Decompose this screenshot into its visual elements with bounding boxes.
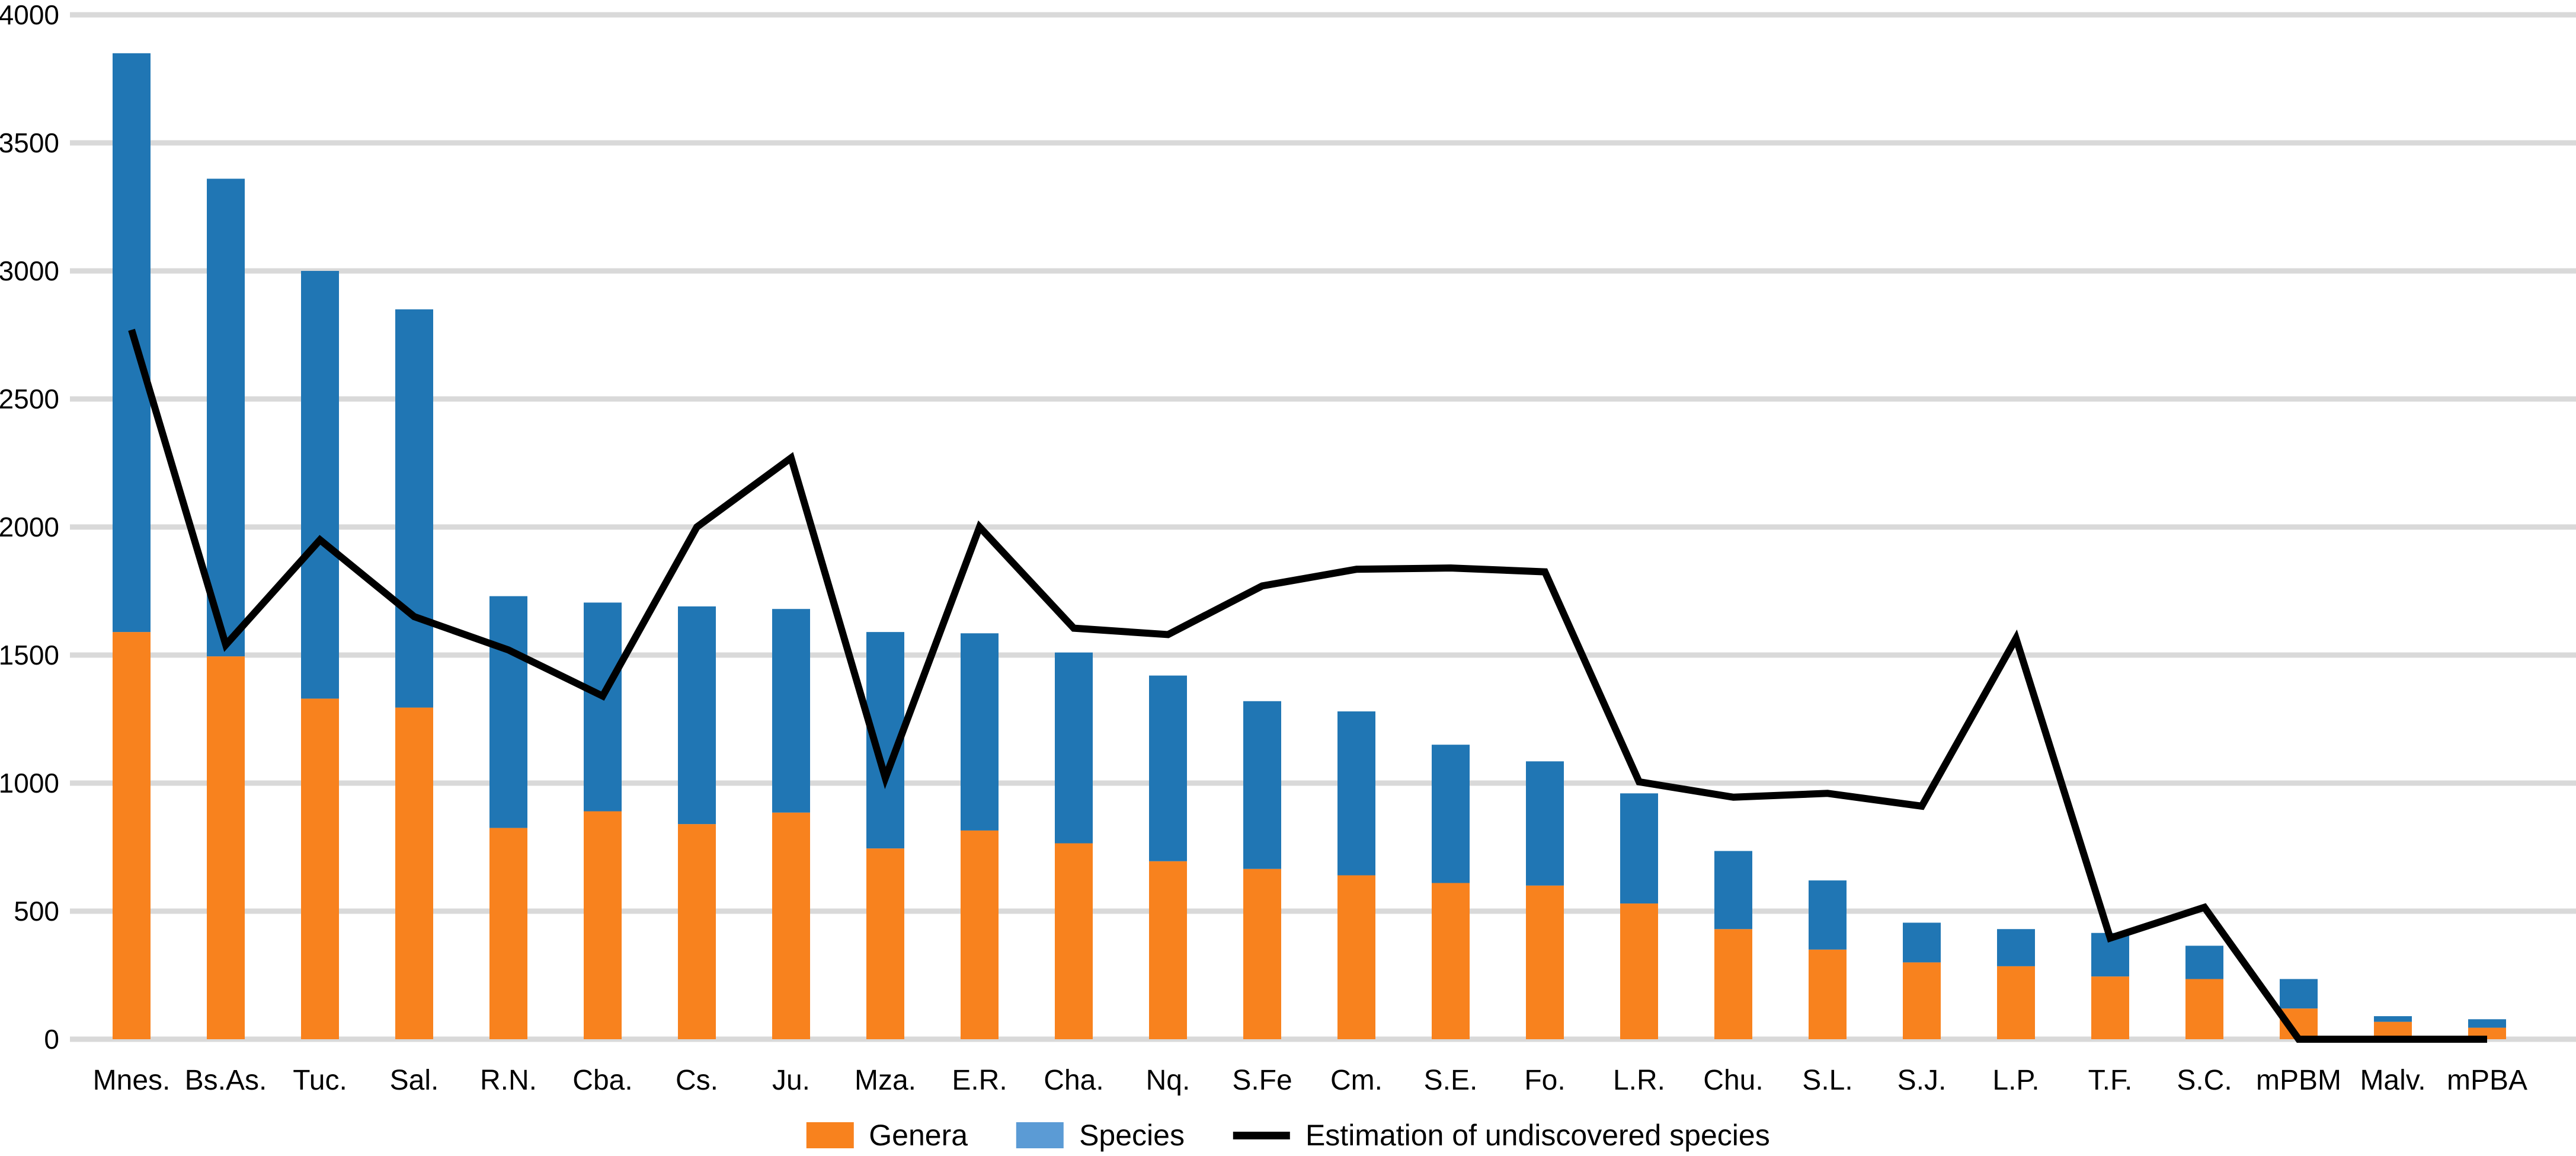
- bar-species: [1055, 652, 1093, 844]
- x-category-label: Malv.: [2360, 1065, 2425, 1096]
- x-category-label: Ju.: [772, 1065, 810, 1096]
- bar-genera: [1903, 962, 1941, 1039]
- legend-label-estimation: Estimation of undiscovered species: [1305, 1119, 1770, 1152]
- bar-species: [678, 606, 716, 825]
- x-category-label: R.N.: [480, 1065, 537, 1096]
- bar-species: [772, 609, 810, 813]
- chart-legend: Genera Species Estimation of undiscovere…: [806, 1118, 1770, 1152]
- bar-genera: [1997, 966, 2035, 1039]
- y-tick-label: 3500: [0, 127, 59, 158]
- bar-genera: [1149, 861, 1187, 1039]
- x-category-label: L.P.: [1992, 1065, 2039, 1096]
- bar-species: [1903, 922, 1941, 963]
- bar-genera: [1620, 903, 1658, 1039]
- x-category-label: S.Fe: [1232, 1065, 1292, 1096]
- bar-species: [584, 602, 622, 812]
- bar-genera: [1809, 949, 1847, 1039]
- x-category-label: Cs.: [676, 1065, 718, 1096]
- x-category-label: mPBA: [2447, 1065, 2527, 1096]
- x-category-label: Chu.: [1703, 1065, 1763, 1096]
- bar-species: [395, 309, 433, 708]
- bar-genera: [1055, 843, 1093, 1039]
- bar-genera: [772, 812, 810, 1039]
- x-category-label: Sal.: [390, 1065, 439, 1096]
- bar-genera: [395, 707, 433, 1039]
- x-category-label: L.R.: [1613, 1065, 1665, 1096]
- y-tick-label: 4000: [0, 0, 59, 30]
- bar-genera: [1714, 929, 1752, 1039]
- bar-genera: [2185, 979, 2223, 1039]
- bar-species: [113, 53, 151, 633]
- x-category-label: Cha.: [1044, 1065, 1103, 1096]
- legend-item-genera: Genera: [806, 1118, 968, 1152]
- bar-species: [1714, 851, 1752, 930]
- legend-item-species: Species: [1016, 1118, 1185, 1152]
- x-category-label: S.E.: [1424, 1065, 1478, 1096]
- x-category-label: T.F.: [2088, 1065, 2133, 1096]
- x-category-label: Bs.As.: [185, 1065, 267, 1096]
- x-category-label: E.R.: [952, 1065, 1007, 1096]
- bar-species: [1620, 793, 1658, 904]
- y-tick-label: 3000: [0, 256, 59, 286]
- bar-genera: [584, 811, 622, 1039]
- x-category-label: Nq.: [1146, 1065, 1191, 1096]
- bar-species: [489, 596, 527, 828]
- x-category-label: Cba.: [572, 1065, 632, 1096]
- bar-species: [961, 633, 999, 831]
- bar-species: [1526, 761, 1564, 886]
- x-category-label: S.L.: [1802, 1065, 1852, 1096]
- x-category-label: Mza.: [855, 1065, 916, 1096]
- bar-genera: [113, 632, 151, 1039]
- y-tick-label: 1500: [0, 640, 59, 670]
- bar-genera: [1243, 868, 1281, 1039]
- estimation-line: [128, 328, 2487, 1043]
- bar-genera: [1432, 883, 1470, 1039]
- legend-label-species: Species: [1079, 1119, 1185, 1152]
- x-category-label: Cm.: [1330, 1065, 1383, 1096]
- bar-species: [2280, 979, 2318, 1009]
- bar-genera: [866, 848, 904, 1039]
- x-category-label: mPBM: [2256, 1065, 2341, 1096]
- bar-genera: [489, 828, 527, 1039]
- x-category-label: Fo.: [1524, 1065, 1565, 1096]
- bar-genera: [207, 656, 245, 1039]
- bar-species: [301, 271, 339, 699]
- bar-genera: [2091, 976, 2129, 1039]
- legend-label-genera: Genera: [869, 1119, 968, 1152]
- bar-genera: [1337, 875, 1375, 1039]
- bar-genera: [301, 698, 339, 1039]
- bar-species: [1432, 745, 1470, 883]
- y-tick-label: 2500: [0, 384, 59, 414]
- bar-species: [1243, 701, 1281, 869]
- bar-species: [2185, 946, 2223, 979]
- x-category-label: S.J.: [1897, 1065, 1947, 1096]
- bar-species: [2468, 1019, 2506, 1028]
- bar-species: [207, 178, 245, 657]
- y-tick-label: 500: [14, 896, 59, 927]
- bar-species: [1149, 675, 1187, 861]
- species-swatch: [1016, 1122, 1064, 1148]
- bar-genera: [678, 824, 716, 1039]
- estimation-line-sample: [1233, 1131, 1290, 1139]
- legend-item-estimation: Estimation of undiscovered species: [1233, 1118, 1770, 1152]
- x-category-label: Mnes.: [93, 1065, 171, 1096]
- bar-species: [1337, 711, 1375, 876]
- bar-genera: [1526, 885, 1564, 1039]
- bar-species: [1997, 929, 2035, 966]
- genera-swatch: [806, 1122, 854, 1148]
- x-category-label: S.C.: [2177, 1065, 2232, 1096]
- bar-species: [2374, 1016, 2412, 1022]
- x-category-label: Tuc.: [293, 1065, 347, 1096]
- bar-genera: [961, 830, 999, 1039]
- y-tick-label: 0: [44, 1024, 59, 1055]
- bar-species: [1809, 880, 1847, 950]
- y-tick-label: 1000: [0, 768, 59, 799]
- y-tick-label: 2000: [0, 512, 59, 542]
